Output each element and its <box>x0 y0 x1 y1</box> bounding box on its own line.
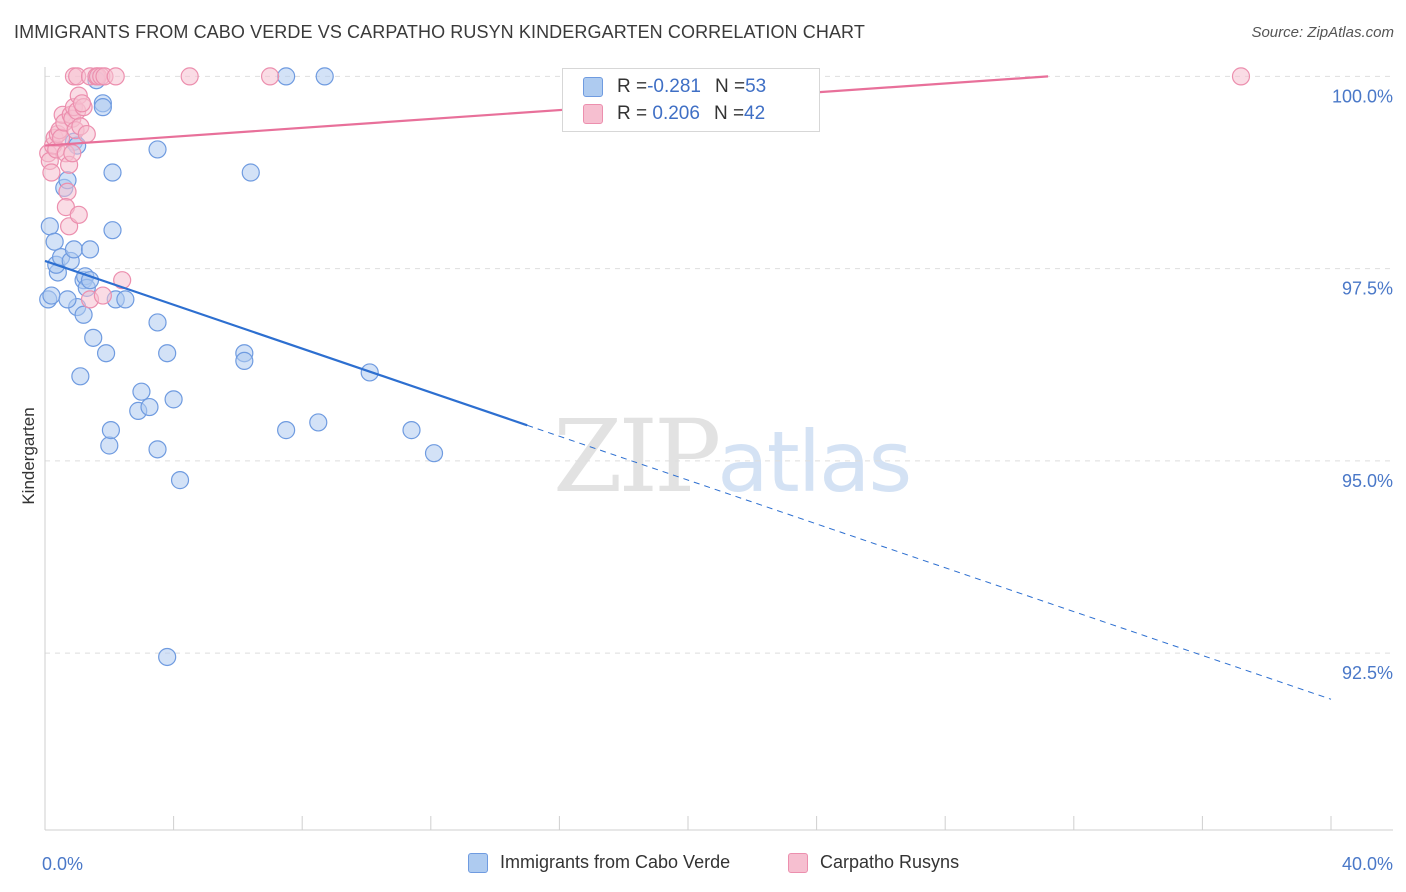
series-cabo-verde-points <box>39 67 444 667</box>
chart-title: IMMIGRANTS FROM CABO VERDE VS CARPATHO R… <box>14 22 865 42</box>
legend-n-value: 53 <box>745 76 767 97</box>
point-cabo-verde <box>235 351 254 371</box>
watermark-atlas: atlas <box>717 413 912 511</box>
point-cabo-verde <box>74 305 93 324</box>
legend-r-value: -0.281 <box>647 76 701 97</box>
series-swatch-pink <box>788 852 808 873</box>
y-tick-label: 95.0% <box>1342 471 1393 491</box>
point-carpatho-rusyn <box>93 286 112 305</box>
legend-row-cabo-verde: R = -0.281 N = 53 <box>583 74 766 100</box>
point-cabo-verde <box>71 367 90 386</box>
point-carpatho-rusyn <box>260 67 280 86</box>
series-legend-item-carpatho-rusyn: Carpatho Rusyns <box>788 852 959 873</box>
series-legend-item-cabo-verde: Immigrants from Cabo Verde <box>468 852 730 873</box>
point-cabo-verde <box>103 163 122 182</box>
legend-r-label: R = <box>617 76 648 97</box>
legend-swatch-blue <box>583 77 603 97</box>
y-tick-label: 92.5% <box>1342 663 1393 683</box>
point-cabo-verde <box>309 413 328 432</box>
point-cabo-verde <box>148 313 167 332</box>
series-carpatho-rusyn-points <box>39 67 1251 309</box>
point-carpatho-rusyn <box>77 124 96 144</box>
series-legend-label: Immigrants from Cabo Verde <box>500 852 731 872</box>
point-carpatho-rusyn <box>58 182 77 201</box>
point-carpatho-rusyn <box>106 67 125 86</box>
point-carpatho-rusyn <box>63 144 82 163</box>
point-cabo-verde <box>402 421 421 440</box>
point-cabo-verde <box>140 397 159 417</box>
legend-row-carpatho-rusyn: R = 0.206 N = 42 <box>583 101 765 127</box>
legend-swatch-pink <box>583 104 603 124</box>
legend-n-label: N = <box>714 76 746 97</box>
point-carpatho-rusyn <box>69 205 88 224</box>
y-tick-label: 100.0% <box>1332 86 1393 106</box>
point-cabo-verde <box>315 67 334 86</box>
point-cabo-verde <box>58 290 77 309</box>
x-tick-label: 0.0% <box>42 854 83 874</box>
point-cabo-verde <box>158 647 177 667</box>
point-cabo-verde <box>424 444 444 463</box>
point-carpatho-rusyn <box>1231 67 1251 86</box>
point-cabo-verde <box>45 232 64 251</box>
point-cabo-verde <box>132 382 151 401</box>
y-axis-label: Kindergarten <box>19 407 38 504</box>
point-carpatho-rusyn <box>113 271 132 290</box>
point-cabo-verde <box>116 290 135 309</box>
point-cabo-verde <box>241 163 260 182</box>
legend-n-value: 42 <box>744 103 766 124</box>
point-carpatho-rusyn <box>42 163 61 182</box>
point-cabo-verde <box>164 390 183 409</box>
point-cabo-verde <box>103 221 122 240</box>
watermark: ZIPatlas <box>553 398 912 515</box>
axes <box>44 67 1393 831</box>
legend-n-label: N = <box>713 103 745 124</box>
point-carpatho-rusyn <box>180 67 199 86</box>
point-cabo-verde <box>84 328 103 347</box>
point-cabo-verde <box>277 67 296 86</box>
series-swatch-blue <box>468 852 488 873</box>
legend-r-value: 0.206 <box>647 103 700 124</box>
tick-labels: 100.0% 97.5% 95.0% 92.5% 0.0% 40.0% <box>42 86 1393 874</box>
source-credit: Source: ZipAtlas.com <box>1251 24 1394 41</box>
point-cabo-verde <box>40 217 59 236</box>
point-cabo-verde <box>96 344 116 363</box>
point-cabo-verde <box>80 240 100 259</box>
point-cabo-verde <box>101 421 121 440</box>
point-cabo-verde <box>100 436 119 455</box>
point-cabo-verde <box>148 440 167 459</box>
series-legend-label: Carpatho Rusyns <box>820 852 960 872</box>
watermark-zip: ZIP <box>553 398 721 515</box>
point-cabo-verde <box>93 98 112 117</box>
correlation-legend: R = -0.281 N = 53 R = 0.206 N = 42 <box>562 68 820 132</box>
legend-r-label: R = <box>617 103 648 124</box>
series-legend: Immigrants from Cabo Verde Carpatho Rusy… <box>0 852 1406 878</box>
point-carpatho-rusyn <box>72 94 92 113</box>
point-cabo-verde <box>64 240 84 259</box>
point-cabo-verde <box>170 471 190 490</box>
point-cabo-verde <box>158 344 177 363</box>
trend-line-carpatho-rusyn <box>44 75 1049 147</box>
point-cabo-verde <box>148 140 167 159</box>
x-tick-label: 40.0% <box>1342 854 1393 874</box>
point-cabo-verde <box>277 421 296 440</box>
trend-line-cabo-verde-extension <box>527 424 1332 700</box>
trend-line-cabo-verde <box>44 259 528 427</box>
trend-lines <box>44 75 1332 700</box>
y-tick-label: 97.5% <box>1342 279 1393 299</box>
point-cabo-verde <box>42 286 61 305</box>
